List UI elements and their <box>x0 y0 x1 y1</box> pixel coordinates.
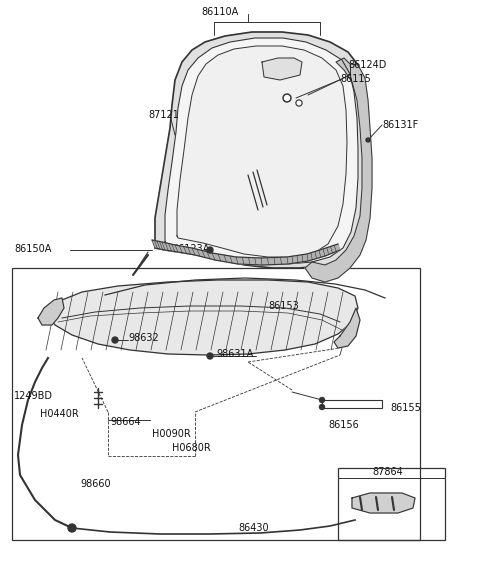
Polygon shape <box>175 245 195 255</box>
Polygon shape <box>307 249 325 261</box>
Circle shape <box>297 101 301 105</box>
Polygon shape <box>50 280 358 355</box>
Polygon shape <box>212 253 238 264</box>
Polygon shape <box>323 244 340 256</box>
Bar <box>338 468 445 540</box>
Circle shape <box>366 138 370 142</box>
Text: 98660: 98660 <box>80 479 110 489</box>
Text: 87864: 87864 <box>372 467 403 477</box>
Text: 98664: 98664 <box>110 417 141 427</box>
Circle shape <box>296 100 302 106</box>
Circle shape <box>207 353 213 359</box>
Polygon shape <box>177 46 347 257</box>
Polygon shape <box>236 257 262 265</box>
Text: H0440R: H0440R <box>40 409 79 419</box>
Text: 86156: 86156 <box>328 420 359 430</box>
Polygon shape <box>38 298 64 325</box>
Text: 86150A: 86150A <box>14 244 51 254</box>
Text: 86115: 86115 <box>340 74 371 84</box>
Bar <box>12 268 420 540</box>
Polygon shape <box>334 308 360 348</box>
Text: 98631A: 98631A <box>216 349 253 359</box>
Circle shape <box>320 397 324 403</box>
Polygon shape <box>152 240 165 250</box>
Polygon shape <box>165 38 358 264</box>
Text: H0090R: H0090R <box>152 429 191 439</box>
Polygon shape <box>262 58 302 80</box>
Text: 1249BD: 1249BD <box>14 391 53 401</box>
Polygon shape <box>162 242 178 252</box>
Polygon shape <box>155 32 370 268</box>
Text: 86153: 86153 <box>268 301 299 311</box>
Polygon shape <box>305 58 372 282</box>
Text: 86124D: 86124D <box>348 60 386 70</box>
Text: 98632: 98632 <box>128 333 159 343</box>
Polygon shape <box>352 493 415 513</box>
Circle shape <box>285 96 289 100</box>
Polygon shape <box>287 254 308 264</box>
Text: 86110A: 86110A <box>202 7 239 17</box>
Circle shape <box>68 524 76 532</box>
Text: 87121: 87121 <box>148 110 179 120</box>
Circle shape <box>283 94 291 102</box>
Text: 86430: 86430 <box>238 523 269 533</box>
Circle shape <box>112 337 118 343</box>
Polygon shape <box>261 257 288 265</box>
Circle shape <box>207 247 213 253</box>
Circle shape <box>320 404 324 409</box>
Text: H0680R: H0680R <box>172 443 211 453</box>
Text: 86123A: 86123A <box>172 244 209 254</box>
Text: 86155: 86155 <box>390 403 421 413</box>
Text: 86131F: 86131F <box>382 120 418 130</box>
Polygon shape <box>192 248 215 260</box>
